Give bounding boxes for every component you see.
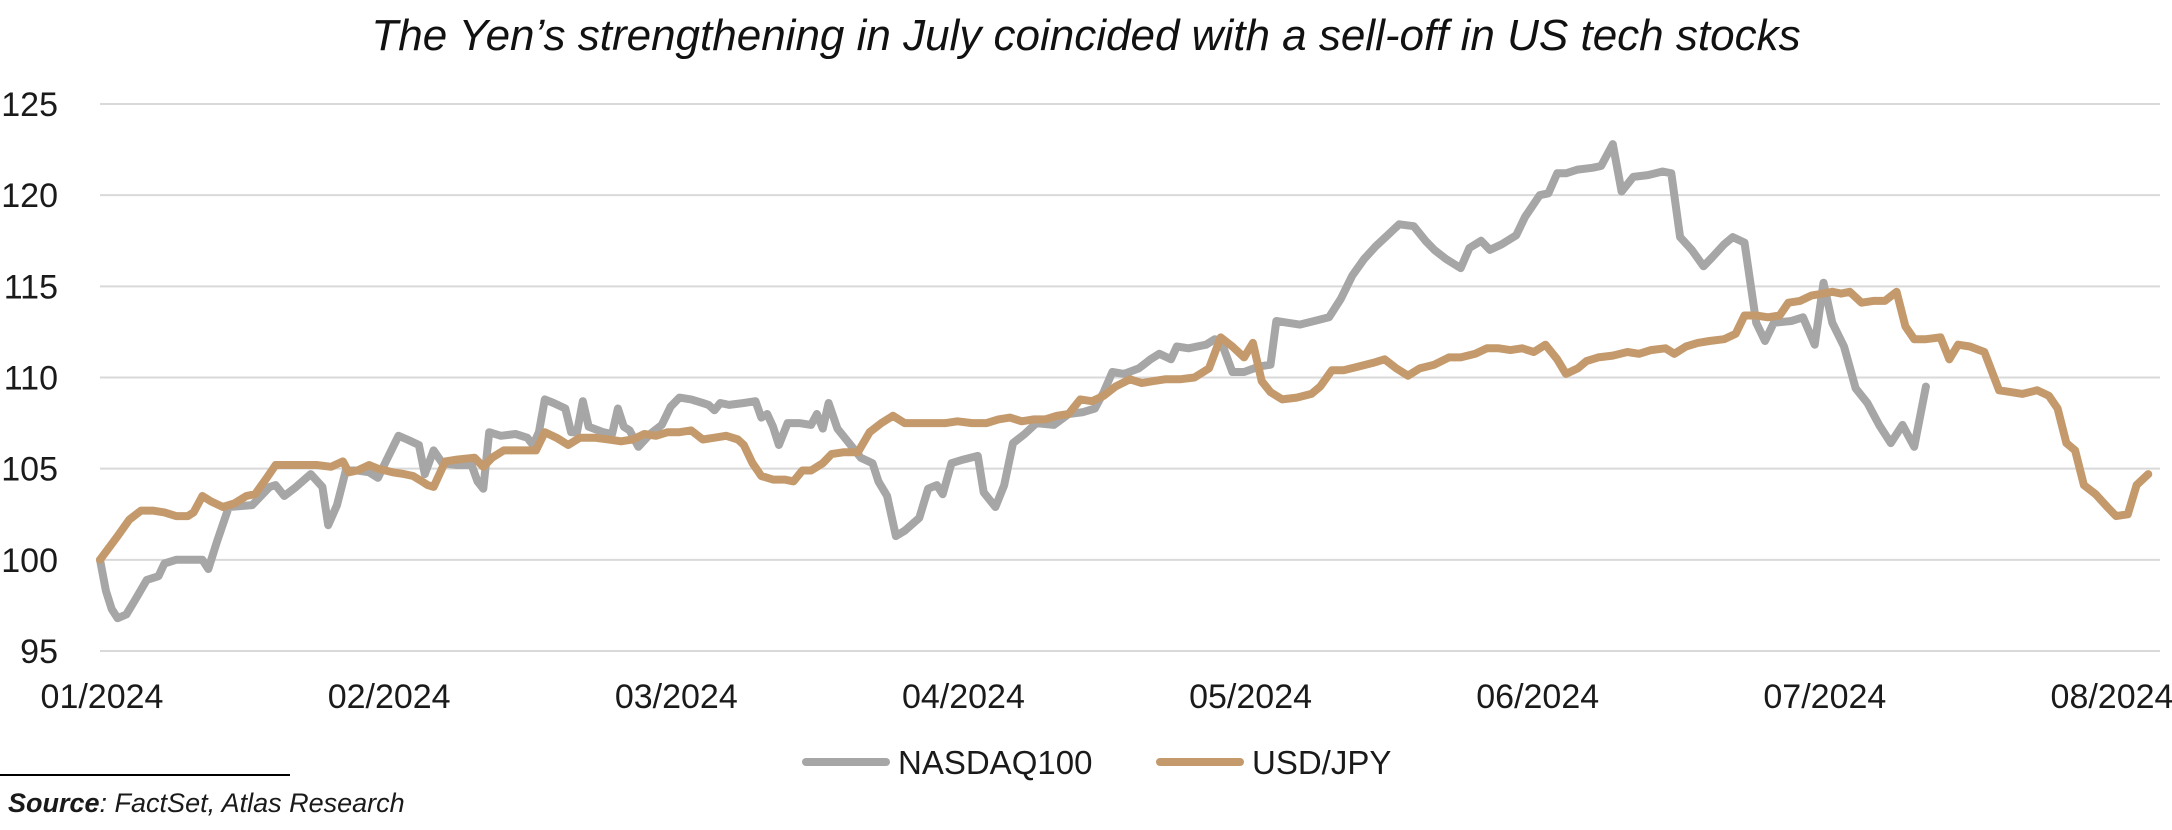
series-lines (96, 140, 2153, 623)
series-line-usd-jpy (96, 287, 2153, 564)
x-tick-label: 03/2024 (615, 678, 738, 716)
legend: NASDAQ100 USD/JPY (802, 744, 1391, 781)
y-axis-ticks: 95 100 105 110 115 120 125 (1, 86, 58, 671)
x-axis-ticks: 01/2024 02/2024 03/2024 04/2024 05/2024 06/20… (41, 678, 2172, 716)
legend-label: NASDAQ100 (898, 744, 1092, 781)
y-tick-label: 115 (4, 268, 58, 306)
x-tick-label: 06/2024 (1476, 678, 1599, 716)
chart-title: The Yen’s strengthening in July coincide… (371, 11, 1800, 60)
y-tick-label: 120 (1, 177, 58, 215)
y-tick-label: 110 (4, 360, 58, 398)
x-tick-label: 02/2024 (328, 678, 451, 716)
y-tick-label: 125 (1, 86, 58, 124)
y-tick-label: 105 (1, 451, 58, 489)
x-tick-label: 07/2024 (1763, 678, 1886, 716)
x-tick-label: 04/2024 (902, 678, 1025, 716)
y-tick-label: 100 (1, 542, 58, 580)
x-tick-label: 05/2024 (1189, 678, 1312, 716)
y-tick-label: 95 (20, 633, 58, 671)
source-note: Source: FactSet, Atlas Research (8, 788, 405, 819)
source-divider (0, 774, 290, 776)
legend-label: USD/JPY (1252, 744, 1391, 781)
source-label: Source (8, 788, 100, 818)
x-tick-label: 08/2024 (2051, 678, 2172, 716)
x-tick-label: 01/2024 (41, 678, 164, 716)
series-line-nasdaq100 (96, 140, 1930, 623)
source-text: : FactSet, Atlas Research (99, 788, 405, 818)
